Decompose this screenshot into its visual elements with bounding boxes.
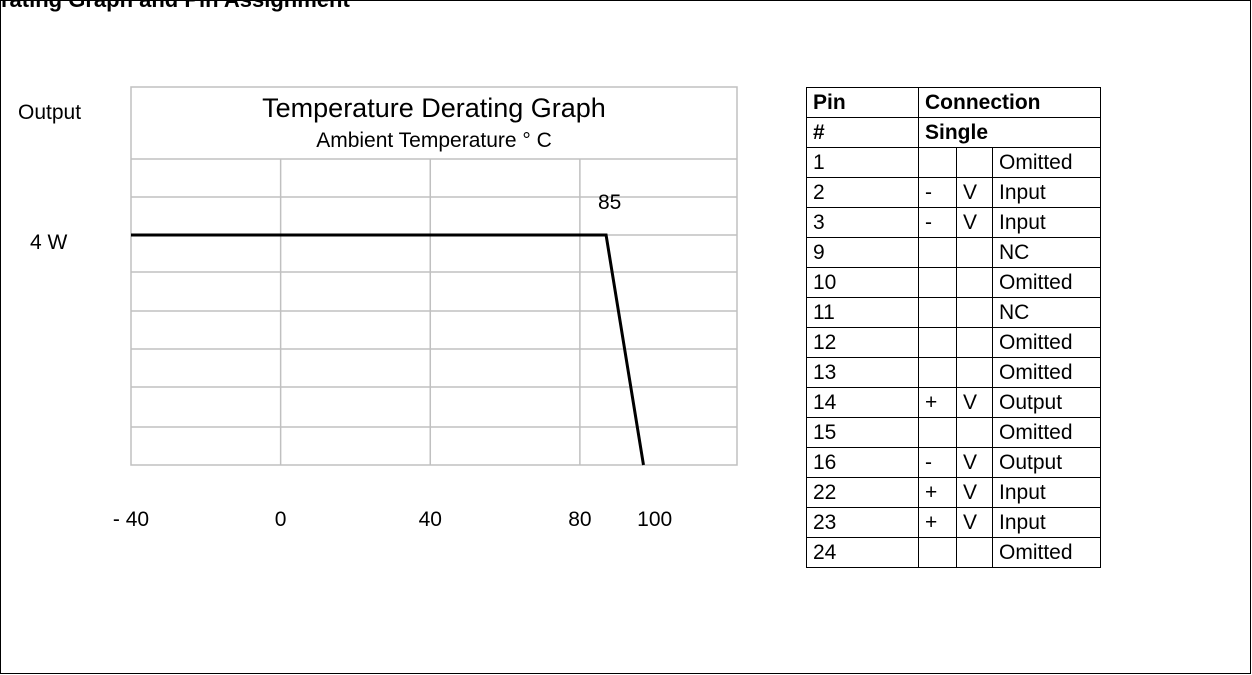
sign-cell: -: [918, 177, 957, 208]
unit-cell: [956, 297, 993, 328]
function-cell: Omitted: [992, 147, 1101, 178]
sign-cell: [918, 147, 957, 178]
unit-cell: [956, 147, 993, 178]
function-cell: NC: [992, 237, 1101, 268]
page-title: rating Graph and Pin Assignment: [1, 0, 350, 11]
pin-cell: 22: [806, 477, 919, 508]
plot-area-border: [130, 86, 738, 466]
pin-cell: 24: [806, 537, 919, 568]
pin-cell: 13: [806, 357, 919, 388]
function-cell: Input: [992, 177, 1101, 208]
pin-cell: 3: [806, 207, 919, 238]
sign-cell: [918, 327, 957, 358]
table-row: 2- V Input: [806, 177, 1101, 208]
function-cell: Omitted: [992, 357, 1101, 388]
unit-cell: [956, 537, 993, 568]
table-row: 12 Omitted: [806, 327, 1101, 358]
sign-cell: [918, 357, 957, 388]
unit-cell: V: [956, 507, 993, 538]
table-row: 10 Omitted: [806, 267, 1101, 298]
table-row: 3- V Input: [806, 207, 1101, 238]
series-group: [131, 233, 645, 466]
sign-cell: +: [918, 387, 957, 418]
unit-cell: [956, 417, 993, 448]
sign-cell: -: [918, 207, 957, 238]
x-tick-label: 80: [568, 508, 591, 531]
chart-subtitle: Ambient Temperature ° C: [316, 129, 552, 152]
pin-cell: 1: [806, 147, 919, 178]
pin-cell: 11: [806, 297, 919, 328]
chart-title: Temperature Derating Graph: [262, 93, 606, 123]
header-pin: Pin: [806, 87, 919, 118]
table-row: 24 Omitted: [806, 537, 1101, 568]
x-tick-label: - 40: [113, 508, 149, 531]
unit-cell: V: [956, 447, 993, 478]
table-row: 14 + V Output: [806, 387, 1101, 418]
table-row: 13 Omitted: [806, 357, 1101, 388]
table-row: 22 + V Input: [806, 477, 1101, 508]
function-cell: Omitted: [992, 537, 1101, 568]
table-row: 15 Omitted: [806, 417, 1101, 448]
x-tick-labels: - 40 0 40 80 100: [113, 508, 672, 531]
table-row: 9 NC: [806, 237, 1101, 268]
pin-cell: 15: [806, 417, 919, 448]
unit-cell: V: [956, 177, 993, 208]
function-cell: Output: [992, 447, 1101, 478]
sign-cell: +: [918, 507, 957, 538]
table-header-row: Pin Connection: [806, 87, 1101, 118]
unit-cell: [956, 357, 993, 388]
pin-cell: 2: [806, 177, 919, 208]
function-cell: Input: [992, 207, 1101, 238]
pin-cell: 16: [806, 447, 919, 478]
sign-cell: -: [918, 447, 957, 478]
unit-cell: V: [956, 477, 993, 508]
sign-cell: [918, 537, 957, 568]
function-cell: NC: [992, 297, 1101, 328]
pin-cell: 10: [806, 267, 919, 298]
table-row: 11 NC: [806, 297, 1101, 328]
sign-cell: [918, 237, 957, 268]
x-tick-label: 100: [637, 508, 672, 531]
function-cell: Omitted: [992, 327, 1101, 358]
sign-cell: [918, 417, 957, 448]
function-cell: Input: [992, 507, 1101, 538]
unit-cell: [956, 237, 993, 268]
header-connection: Connection: [918, 87, 1101, 118]
function-cell: Input: [992, 477, 1101, 508]
table-row: 23 + V Input: [806, 507, 1101, 538]
x-tick-label: 40: [419, 508, 442, 531]
subheader-hash: #: [806, 117, 919, 148]
function-cell: Output: [992, 387, 1101, 418]
pin-cell: 9: [806, 237, 919, 268]
subheader-single: Single: [918, 117, 1101, 148]
sign-cell: [918, 297, 957, 328]
unit-cell: [956, 267, 993, 298]
unit-cell: V: [956, 207, 993, 238]
table-subheader-row: # Single: [806, 117, 1101, 148]
pin-cell: 12: [806, 327, 919, 358]
pin-assignment-table: Pin Connection # Single 1 Omitted 2- V Input…: [806, 87, 1101, 568]
y-axis-label: Output: [18, 101, 81, 124]
table-row: 16- V Output: [806, 447, 1101, 478]
unit-cell: [956, 327, 993, 358]
x-tick-label: 0: [275, 508, 287, 531]
pin-cell: 23: [806, 507, 919, 538]
annotation-85: 85: [598, 191, 621, 214]
pin-cell: 14: [806, 387, 919, 418]
table-row: 1 Omitted: [806, 147, 1101, 178]
unit-cell: V: [956, 387, 993, 418]
function-cell: Omitted: [992, 267, 1101, 298]
sign-cell: +: [918, 477, 957, 508]
y-tick-label: 4 W: [30, 231, 68, 254]
derating-line: [131, 233, 645, 466]
function-cell: Omitted: [992, 417, 1101, 448]
sign-cell: [918, 267, 957, 298]
